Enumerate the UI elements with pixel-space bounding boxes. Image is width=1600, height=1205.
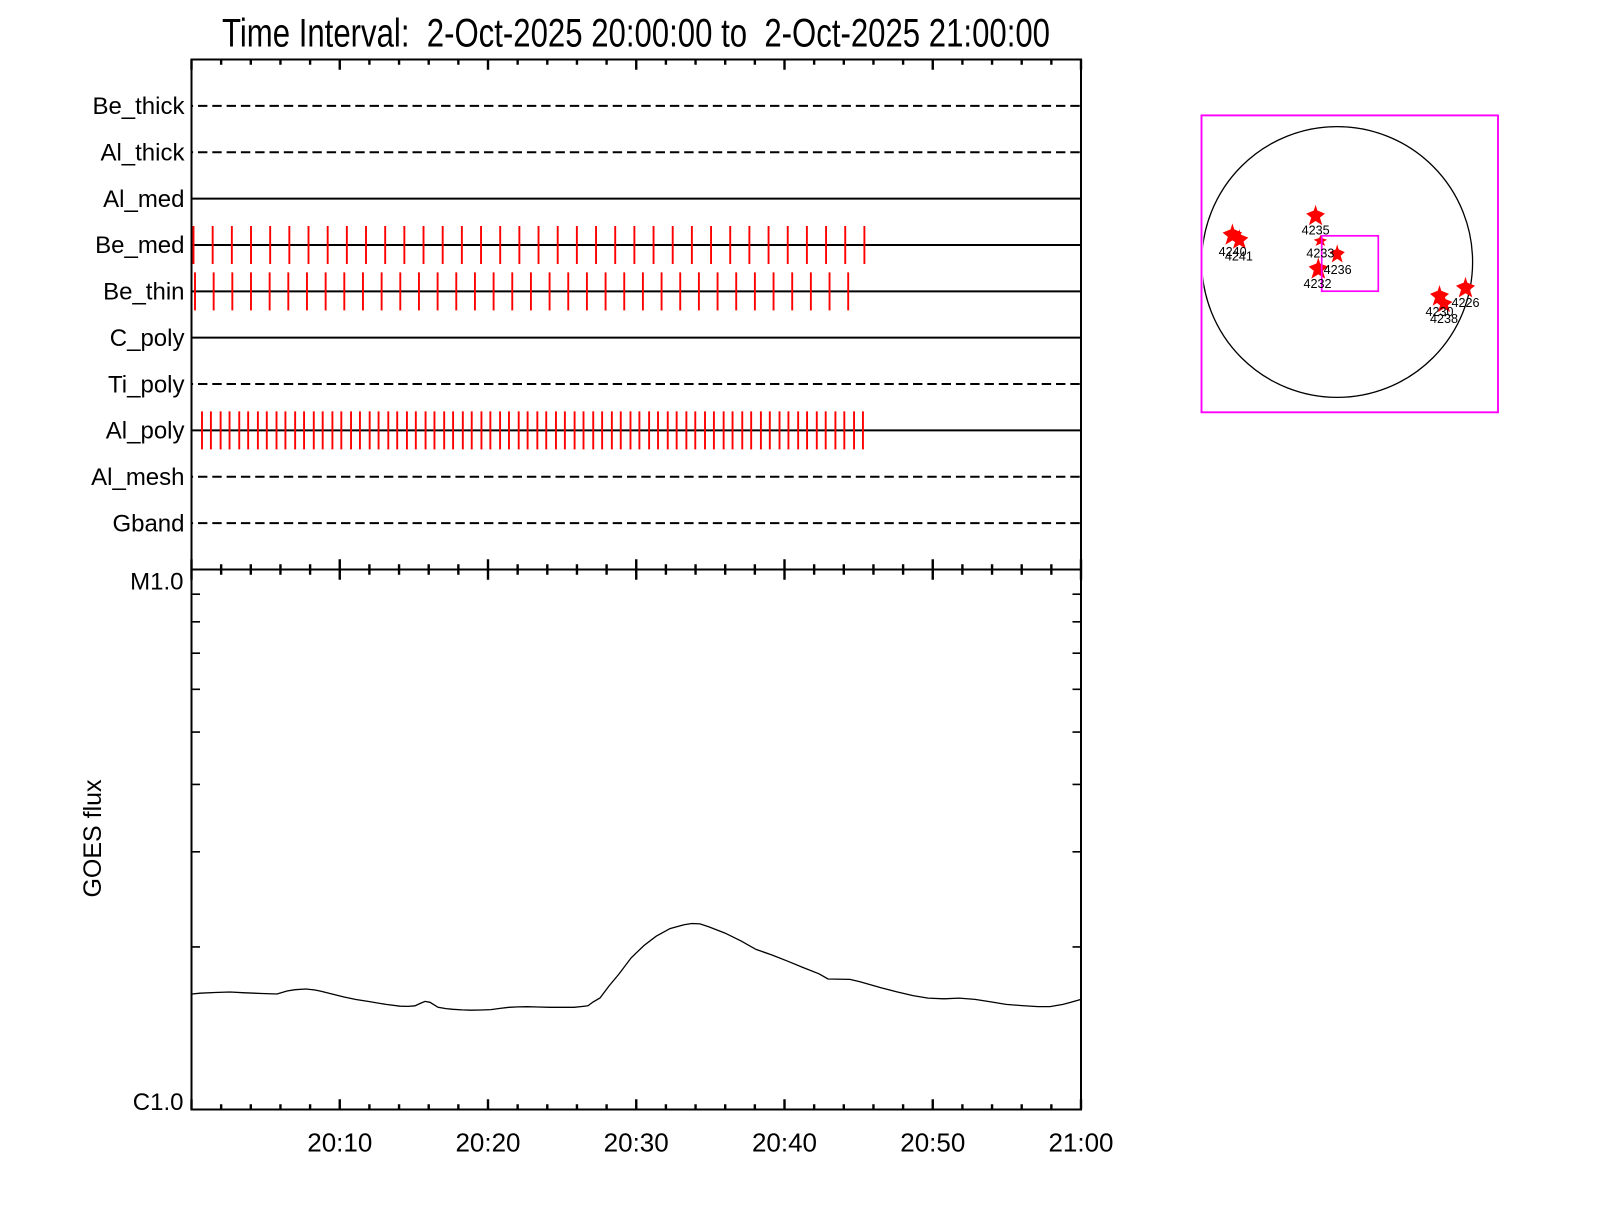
svg-text:Be_thick: Be_thick (92, 93, 185, 120)
svg-text:Al_poly: Al_poly (106, 418, 185, 445)
svg-text:20:40: 20:40 (752, 1128, 817, 1158)
svg-text:Time Interval: 2-Oct-2025 20:: Time Interval: 2-Oct-2025 20:00:00 to 2-… (222, 12, 1050, 56)
svg-text:20:20: 20:20 (455, 1128, 520, 1158)
svg-text:4226: 4226 (1451, 296, 1479, 310)
svg-text:GOES flux: GOES flux (79, 779, 107, 898)
svg-text:Gband: Gband (112, 510, 184, 537)
svg-text:Ti_poly: Ti_poly (108, 371, 184, 398)
svg-text:21:00: 21:00 (1048, 1128, 1113, 1158)
svg-text:Al_med: Al_med (103, 186, 184, 213)
svg-text:20:30: 20:30 (604, 1128, 669, 1158)
svg-text:C1.0: C1.0 (133, 1089, 184, 1116)
svg-text:20:50: 20:50 (900, 1128, 965, 1158)
svg-text:4233: 4233 (1306, 247, 1334, 261)
svg-text:4241: 4241 (1225, 250, 1253, 264)
svg-text:Al_thick: Al_thick (100, 139, 185, 166)
svg-text:20:10: 20:10 (307, 1128, 372, 1158)
svg-text:Be_thin: Be_thin (103, 279, 184, 306)
svg-text:Al_mesh: Al_mesh (91, 464, 184, 491)
svg-text:M1.0: M1.0 (130, 569, 183, 596)
svg-text:4235: 4235 (1302, 224, 1330, 238)
svg-text:C_poly: C_poly (110, 325, 185, 352)
svg-text:4238: 4238 (1430, 312, 1458, 326)
svg-text:4232: 4232 (1303, 277, 1331, 291)
svg-text:4240: 4240 (1219, 245, 1247, 259)
svg-text:Be_med: Be_med (95, 232, 184, 259)
svg-text:4230: 4230 (1425, 305, 1453, 319)
svg-text:4236: 4236 (1324, 263, 1352, 277)
